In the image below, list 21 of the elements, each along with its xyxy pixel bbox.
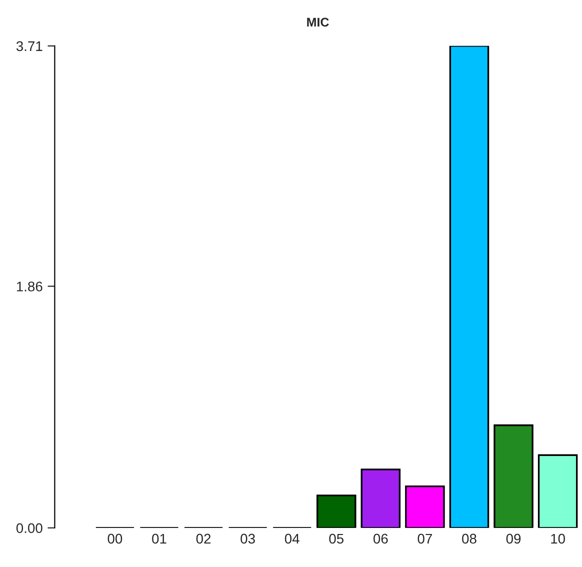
x-tick-label: 00 bbox=[108, 534, 122, 544]
x-tick-label: 04 bbox=[284, 534, 300, 544]
x-tick-label: 05 bbox=[329, 534, 344, 544]
x-tick-label: 08 bbox=[462, 534, 476, 544]
bar bbox=[449, 46, 490, 528]
x-tick-label: 01 bbox=[152, 534, 166, 544]
bar bbox=[360, 468, 401, 528]
bar bbox=[494, 424, 534, 528]
x-tick-label: 09 bbox=[506, 534, 521, 544]
y-tick-label: 0.00 bbox=[16, 523, 42, 534]
bar bbox=[405, 485, 445, 528]
x-tick-label: 02 bbox=[196, 534, 211, 544]
bar bbox=[538, 454, 578, 528]
y-tick-label: 3.71 bbox=[16, 41, 42, 52]
y-tick-label: 1.86 bbox=[16, 282, 42, 292]
x-tick-label: 07 bbox=[418, 534, 432, 544]
chart-title: MIC bbox=[307, 18, 329, 27]
x-tick-label: 10 bbox=[551, 534, 565, 544]
x-tick-label: 03 bbox=[240, 534, 255, 544]
bar bbox=[316, 494, 356, 528]
x-tick-label: 06 bbox=[373, 534, 388, 544]
